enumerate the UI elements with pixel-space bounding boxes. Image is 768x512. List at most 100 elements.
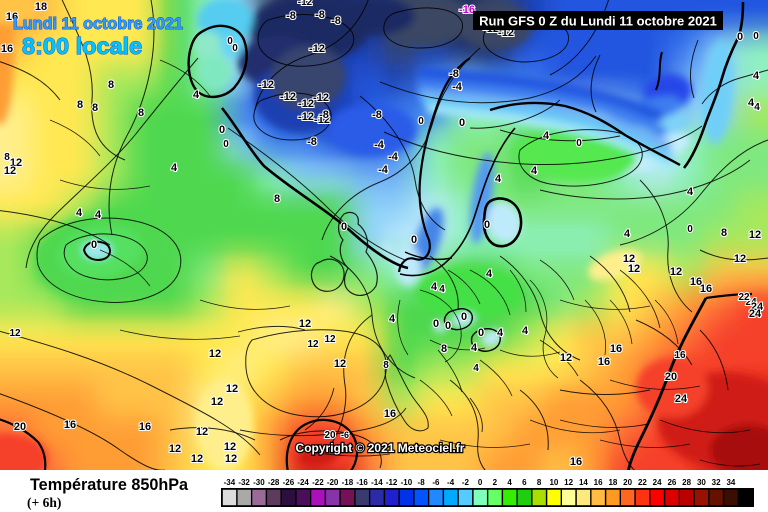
svg-text:-8: -8 [449,68,459,80]
svg-text:8: 8 [4,152,10,163]
svg-text:-12: -12 [298,98,314,110]
svg-text:4: 4 [522,325,529,337]
svg-text:4: 4 [507,478,512,487]
svg-text:0: 0 [219,124,225,136]
svg-text:16: 16 [1,43,13,55]
svg-text:8: 8 [274,193,280,205]
svg-text:0: 0 [478,478,483,487]
svg-text:-4: -4 [447,478,455,487]
svg-text:4: 4 [754,102,760,113]
svg-text:-22: -22 [312,478,324,487]
svg-text:8: 8 [138,107,144,119]
svg-text:0: 0 [223,139,229,150]
svg-text:-4: -4 [388,151,399,163]
svg-text:12: 12 [209,348,221,360]
svg-text:4: 4 [753,70,760,82]
svg-text:12: 12 [299,318,311,330]
svg-text:0: 0 [445,320,451,332]
svg-text:12: 12 [9,328,21,339]
svg-text:4: 4 [95,209,102,221]
svg-text:4: 4 [497,327,504,339]
svg-text:20: 20 [665,371,677,383]
svg-text:8: 8 [383,360,389,371]
svg-text:22: 22 [638,478,647,487]
svg-text:-8: -8 [319,109,329,121]
svg-text:0: 0 [411,234,417,246]
svg-text:12: 12 [628,263,640,275]
svg-text:0: 0 [341,221,347,233]
svg-text:12: 12 [749,229,761,241]
svg-text:-8: -8 [331,15,341,27]
svg-text:-2: -2 [462,478,470,487]
svg-text:-28: -28 [268,478,280,487]
svg-text:14: 14 [579,478,588,487]
svg-text:4: 4 [171,162,178,174]
svg-text:4: 4 [687,186,694,198]
svg-text:12: 12 [307,339,319,350]
svg-text:12: 12 [226,383,238,395]
svg-text:0: 0 [227,36,233,47]
svg-text:12: 12 [169,443,181,455]
svg-text:20: 20 [623,478,632,487]
svg-text:-30: -30 [253,478,265,487]
svg-text:12: 12 [560,352,572,364]
svg-text:24: 24 [751,301,764,313]
svg-text:0: 0 [459,117,465,129]
svg-text:Run GFS 0 Z du Lundi 11 octobr: Run GFS 0 Z du Lundi 11 octobre 2021 [479,14,717,29]
svg-text:4: 4 [471,342,478,354]
svg-text:8: 8 [77,99,83,111]
svg-text:16: 16 [700,283,712,295]
svg-text:4: 4 [193,89,200,101]
svg-text:16: 16 [139,421,151,433]
svg-text:16: 16 [384,408,396,420]
svg-text:0: 0 [576,138,582,149]
svg-text:10: 10 [549,478,558,487]
svg-text:-12: -12 [298,111,314,123]
svg-text:4: 4 [495,173,502,185]
svg-text:8: 8 [721,227,727,239]
svg-text:16: 16 [598,356,610,368]
svg-text:-14: -14 [371,478,383,487]
svg-text:0: 0 [433,318,439,330]
svg-text:24: 24 [675,393,688,405]
svg-text:-8: -8 [315,9,325,21]
svg-text:0: 0 [737,31,743,43]
svg-text:-4: -4 [452,81,463,93]
svg-text:16: 16 [610,343,622,355]
svg-text:4: 4 [531,165,538,177]
svg-text:6: 6 [522,478,527,487]
svg-text:-12: -12 [298,0,313,8]
svg-text:12: 12 [623,253,635,265]
svg-text:-6: -6 [341,430,349,440]
svg-text:8: 8 [537,478,542,487]
svg-text:-12: -12 [313,92,329,104]
svg-text:4: 4 [431,281,438,293]
svg-text:-8: -8 [372,109,382,121]
svg-text:0: 0 [687,224,693,235]
svg-text:4: 4 [439,284,445,295]
svg-text:4: 4 [624,228,631,240]
svg-text:-12: -12 [280,91,296,103]
svg-text:-24: -24 [297,478,309,487]
svg-text:0: 0 [232,43,238,54]
svg-text:4: 4 [543,130,550,142]
svg-text:4: 4 [486,268,493,280]
svg-text:0: 0 [418,116,424,127]
svg-text:8: 8 [108,79,114,91]
svg-text:4: 4 [389,313,396,325]
svg-text:12: 12 [334,358,346,370]
svg-text:28: 28 [682,478,691,487]
svg-text:22: 22 [738,292,750,303]
svg-text:18: 18 [608,478,617,487]
svg-text:-16: -16 [356,478,368,487]
svg-text:-12: -12 [309,43,325,55]
svg-text:-12: -12 [258,79,274,91]
svg-text:-8: -8 [307,136,317,148]
svg-text:-20: -20 [327,478,339,487]
svg-text:-32: -32 [238,478,250,487]
svg-text:0: 0 [753,31,759,42]
svg-text:34: 34 [726,478,735,487]
svg-text:12: 12 [191,453,203,465]
svg-text:-12: -12 [386,478,398,487]
svg-text:-6: -6 [432,478,440,487]
